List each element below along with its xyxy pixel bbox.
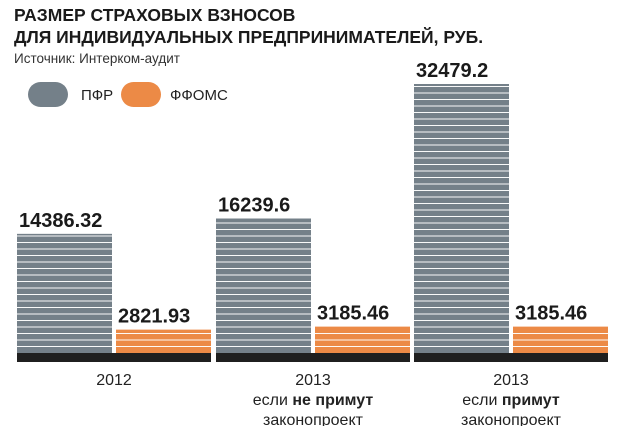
bar-stripes-pfr-1 (17, 235, 112, 348)
legend-item-pfr: ПФР (28, 82, 113, 107)
category-label-line: законопроект (461, 412, 562, 426)
bar-stripes-ffoms-2 (315, 332, 410, 348)
category-label-line: 2013 (493, 372, 529, 389)
legend-swatch-ffoms (121, 82, 161, 107)
value-label-pfr-1: 14386.32 (19, 210, 102, 232)
baseline-1 (17, 353, 211, 362)
baseline-2 (216, 353, 410, 362)
value-label-ffoms-2: 3185.46 (317, 303, 389, 325)
category-label-bold: не примут (292, 392, 373, 409)
category-label-part: если (253, 392, 293, 409)
legend-swatch-pfr (28, 82, 68, 107)
category-label-line: 2012 (96, 372, 132, 389)
chart-source: Источник: Интерком-аудит (14, 51, 180, 66)
value-label-ffoms-3: 3185.46 (515, 303, 587, 325)
category-label-part: 2012 (96, 372, 132, 389)
value-label-pfr-2: 16239.6 (218, 195, 290, 217)
category-label-bold: примут (502, 392, 560, 409)
category-label-line: 2013 (295, 372, 331, 389)
category-label-part: 2013 (295, 372, 331, 389)
category-label-line: если примут (462, 392, 560, 409)
value-label-pfr-3: 32479.2 (416, 60, 488, 82)
chart-title-line-1: РАЗМЕР СТРАХОВЫХ ВЗНОСОВ (14, 5, 295, 25)
category-label-part: если (462, 392, 502, 409)
legend-label-ffoms: ФФОМС (170, 87, 228, 104)
plot-area: 14386.322821.93201216239.63185.462013есл… (17, 60, 608, 426)
bar-stripes-pfr-3 (414, 85, 509, 348)
category-label-part: законопроект (263, 412, 364, 426)
bar-stripes-ffoms-3 (513, 332, 608, 348)
legend-label-pfr: ПФР (81, 87, 113, 104)
baseline-3 (414, 353, 608, 362)
category-label-part: законопроект (461, 412, 562, 426)
bar-stripes-ffoms-1 (116, 332, 211, 348)
bar-pfr-3 (414, 84, 509, 353)
category-label-3: 2013 если примут законопроект (461, 372, 562, 426)
bar-group-1: 14386.32 2821.93 (17, 210, 211, 353)
bar-group-3: 32479.2 3185.46 (414, 60, 608, 353)
legend: ПФР ФФОМС (28, 82, 228, 107)
legend-item-ffoms: ФФОМС (121, 82, 228, 107)
bar-stripes-pfr-2 (216, 222, 311, 348)
category-label-line: если не примут (253, 392, 374, 409)
category-label-line: законопроект (263, 412, 364, 426)
category-label-1: 2012 (96, 372, 132, 389)
bar-group-2: 16239.6 3185.46 (216, 195, 410, 353)
value-label-ffoms-1: 2821.93 (118, 306, 190, 328)
chart-title-line-2: ДЛЯ ИНДИВИДУАЛЬНЫХ ПРЕДПРИНИМАТЕЛЕЙ, РУБ… (14, 26, 483, 47)
bar-pfr-2 (216, 218, 311, 353)
bar-ffoms-1 (116, 329, 211, 353)
category-label-part: 2013 (493, 372, 529, 389)
bar-pfr-1 (17, 233, 112, 353)
